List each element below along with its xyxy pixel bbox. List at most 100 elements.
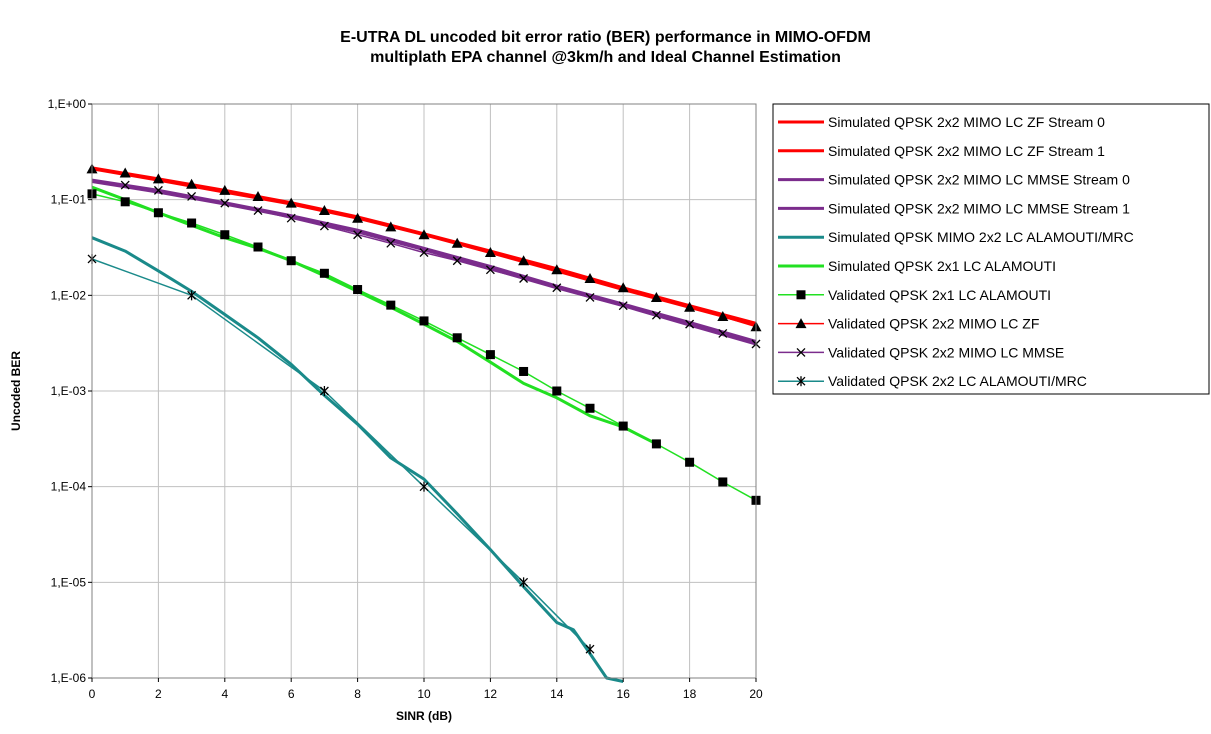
data-point (352, 212, 364, 223)
data-point (153, 208, 163, 218)
data-point (519, 366, 529, 376)
data-point (187, 290, 197, 301)
data-point (220, 230, 230, 240)
data-point (219, 184, 231, 195)
data-point (651, 310, 661, 320)
data-point (518, 255, 530, 266)
x-tick-label: 0 (89, 687, 96, 701)
data-point (685, 457, 695, 467)
chart-title-line-1: E-UTRA DL uncoded bit error ratio (BER) … (340, 29, 871, 46)
y-tick-label: 1,E-01 (51, 193, 87, 207)
legend-label: Simulated QPSK MIMO 2x2 LC ALAMOUTI/MRC (828, 229, 1134, 245)
y-tick-label: 1,E-04 (51, 480, 87, 494)
legend-item: Validated QPSK 2x1 LC ALAMOUTI (778, 287, 1051, 303)
data-point (419, 481, 429, 492)
legend-item: Simulated QPSK 2x2 MIMO LC MMSE Stream 1 (778, 200, 1130, 216)
y-axis-title: Uncoded BER (9, 351, 23, 431)
data-point (485, 265, 495, 275)
data-point (485, 350, 495, 360)
series-line-9 (91, 258, 591, 650)
data-point (187, 192, 197, 201)
data-point (319, 386, 329, 396)
legend-item: Validated QPSK 2x2 MIMO LC MMSE (778, 344, 1064, 360)
legend-marker (796, 376, 806, 387)
data-point (285, 197, 297, 208)
x-tick-label: 16 (617, 687, 631, 701)
x-tick-label: 2 (155, 687, 162, 701)
data-point (386, 300, 396, 310)
legend-item: Validated QPSK 2x2 LC ALAMOUTI/MRC (778, 373, 1087, 389)
data-point (152, 173, 164, 184)
x-tick-label: 14 (550, 687, 564, 701)
data-point (618, 301, 628, 311)
legend-item: Simulated QPSK 2x2 MIMO LC ZF Stream 0 (778, 114, 1105, 130)
legend-label: Validated QPSK 2x2 MIMO LC ZF (828, 316, 1039, 332)
series-line-5 (91, 185, 658, 446)
data-point (419, 316, 429, 326)
legend: Simulated QPSK 2x2 MIMO LC ZF Stream 0 Si… (772, 103, 1210, 395)
x-tick-label: 6 (288, 687, 295, 701)
legend-item: Simulated QPSK 2x2 MIMO LC ZF Stream 1 (778, 143, 1105, 159)
x-tick-label: 18 (683, 687, 697, 701)
data-point (519, 274, 529, 283)
legend-label: Validated QPSK 2x2 MIMO LC MMSE (828, 344, 1064, 360)
y-tick-label: 1,E+00 (48, 97, 87, 111)
data-point (552, 386, 562, 396)
data-point (419, 248, 429, 258)
data-point (718, 477, 728, 487)
data-point (684, 301, 696, 312)
x-tick-label: 4 (221, 687, 228, 701)
data-point (186, 178, 198, 189)
legend-marker (796, 347, 806, 357)
data-point (120, 197, 130, 207)
data-point (452, 256, 462, 266)
legend-label: Validated QPSK 2x2 LC ALAMOUTI/MRC (828, 373, 1087, 389)
data-point (585, 403, 595, 413)
series-line-8 (125, 184, 757, 345)
legend-marker (796, 290, 806, 300)
data-point (651, 439, 661, 449)
data-point (252, 190, 264, 201)
data-point (718, 328, 728, 338)
data-point (286, 213, 296, 223)
legend-label: Simulated QPSK 2x2 MIMO LC MMSE Stream 1 (828, 200, 1130, 216)
x-tick-label: 12 (484, 687, 498, 701)
data-point (585, 293, 595, 302)
data-point (584, 272, 596, 283)
data-point (552, 283, 562, 293)
data-point (551, 264, 563, 275)
data-point (617, 282, 629, 293)
data-point (318, 205, 330, 216)
legend-marker (795, 318, 807, 329)
data-point (386, 238, 396, 248)
y-axis: 1,E-06 1,E-05 1,E-04 1,E-03 1,E-02 1,E-01 1,E+… (48, 97, 92, 685)
data-point (385, 221, 397, 232)
legend-box (772, 103, 1210, 395)
data-point (286, 256, 296, 266)
data-point (585, 644, 595, 655)
chart-title: E-UTRA DL uncoded bit error ratio (BER) … (0, 28, 1211, 68)
x-axis: 0 2 4 6 8 10 12 14 16 18 20 (89, 678, 763, 701)
legend-label: Simulated QPSK 2x2 MIMO LC MMSE Stream 0 (828, 172, 1130, 188)
data-point (187, 218, 197, 228)
legend-item: Simulated QPSK MIMO 2x2 LC ALAMOUTI/MRC (778, 229, 1134, 245)
legend-label: Simulated QPSK 2x2 MIMO LC ZF Stream 1 (828, 143, 1105, 159)
x-axis-title: SINR (dB) (396, 709, 452, 723)
data-point (685, 319, 695, 329)
data-point (253, 206, 263, 215)
y-tick-label: 1,E-06 (51, 671, 87, 685)
data-point (618, 421, 628, 431)
data-point (253, 242, 263, 252)
legend-label: Validated QPSK 2x1 LC ALAMOUTI (828, 287, 1051, 303)
legend-item: Validated QPSK 2x2 MIMO LC ZF (778, 316, 1039, 332)
data-point (319, 221, 329, 231)
data-point (120, 180, 130, 190)
data-point (353, 230, 363, 240)
legend-label: Simulated QPSK 2x1 LC ALAMOUTI (828, 258, 1056, 274)
series-markers (86, 163, 762, 655)
y-tick-label: 1,E-03 (51, 384, 87, 398)
chart-title-line-2: multiplath EPA channel @3km/h and Ideal … (370, 49, 841, 66)
data-point (418, 229, 430, 240)
y-tick-label: 1,E-02 (51, 288, 87, 302)
